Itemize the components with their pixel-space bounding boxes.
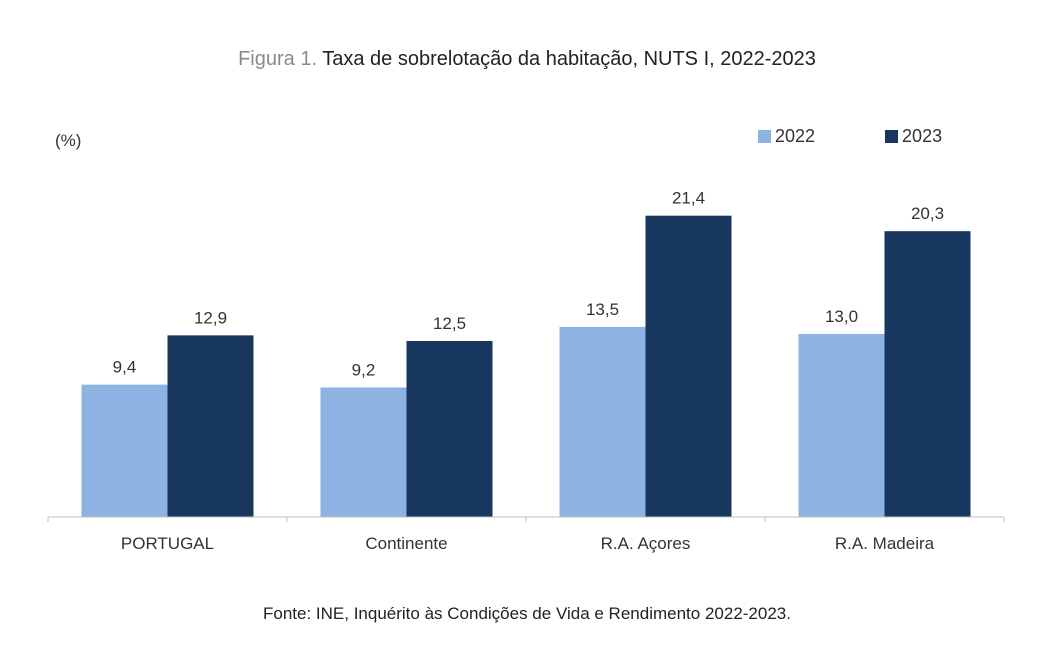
data-label-2022: 13,0 xyxy=(825,307,858,326)
legend: 2022 2023 xyxy=(758,126,942,147)
legend-item-2023: 2023 xyxy=(885,126,942,147)
bar-2023 xyxy=(167,335,254,517)
data-label-2022: 9,2 xyxy=(352,360,376,379)
data-label-2023: 12,5 xyxy=(433,314,466,333)
bar-2022 xyxy=(81,384,168,517)
y-unit-label: (%) xyxy=(55,131,82,150)
bar-2023 xyxy=(645,215,732,518)
bar-2022 xyxy=(559,326,646,517)
data-label-2022: 13,5 xyxy=(586,300,619,319)
legend-label-2022: 2022 xyxy=(775,126,816,146)
legend-label-2023: 2023 xyxy=(902,126,943,146)
data-label-2023: 12,9 xyxy=(194,308,227,327)
x-tick-label: R.A. Madeira xyxy=(835,534,935,553)
x-tick-label: PORTUGAL xyxy=(121,534,214,553)
bar-2023 xyxy=(884,231,971,517)
title-prefix: Figura 1. xyxy=(238,48,318,70)
bar-2022 xyxy=(320,387,407,517)
x-tick-label: R.A. Açores xyxy=(601,534,691,553)
x-tick-label: Continente xyxy=(365,534,447,553)
bar-2022 xyxy=(798,333,885,517)
bar-2023 xyxy=(406,341,493,517)
title-main: Taxa de sobrelotação da habitação, NUTS … xyxy=(322,48,816,70)
legend-item-2022: 2022 xyxy=(758,126,815,147)
legend-swatch-2022 xyxy=(758,130,771,143)
data-label-2023: 21,4 xyxy=(672,189,705,208)
source-note: Fonte: INE, Inquérito às Condições de Vi… xyxy=(263,604,791,623)
legend-swatch-2023 xyxy=(885,130,899,143)
data-label-2023: 20,3 xyxy=(911,204,944,223)
chart-title: Figura 1. Taxa de sobrelotação da habita… xyxy=(0,48,1054,71)
data-label-2022: 9,4 xyxy=(113,358,137,377)
